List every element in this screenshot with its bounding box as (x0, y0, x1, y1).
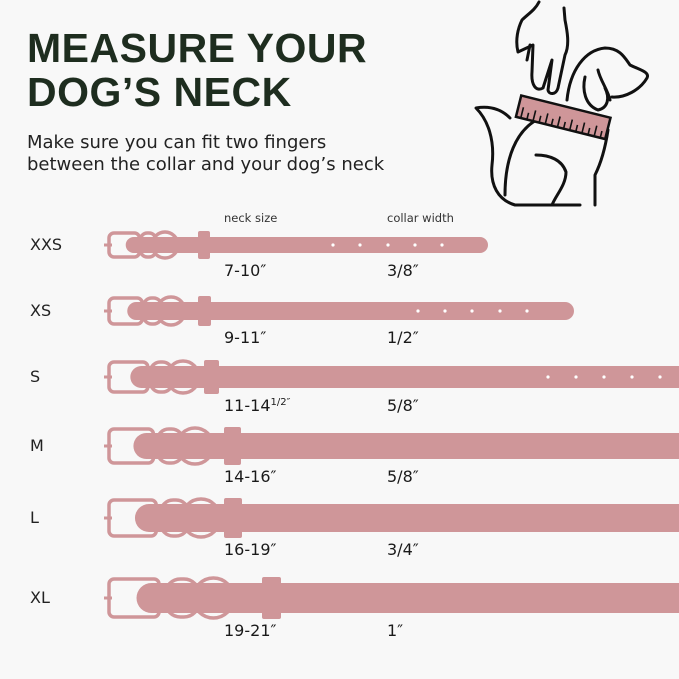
neck-size-text: 16-19″ (224, 540, 277, 559)
size-label: M (30, 436, 44, 455)
neck-size-text: 11-14 (224, 396, 271, 415)
collar-width-value: 3/8″ (387, 261, 419, 280)
ruler-tick (538, 115, 542, 123)
collar-xl (104, 576, 679, 620)
strap-hole (386, 243, 390, 247)
neck-size-text: 14-16″ (224, 467, 277, 486)
subtitle: Make sure you can fit two fingers between… (27, 132, 384, 176)
ruler-tick (526, 112, 530, 120)
keeper (224, 427, 241, 465)
size-label: S (30, 367, 41, 386)
strap-hole (440, 243, 444, 247)
ruler-tick (599, 130, 603, 139)
collar-xs (104, 295, 574, 327)
ruler-tick (550, 118, 554, 126)
strap-hole (525, 309, 529, 313)
ruler-tick (568, 119, 574, 131)
strap-hole (658, 375, 662, 379)
strap-hole (331, 243, 335, 247)
ruler-tick (593, 125, 598, 137)
collar-s (104, 359, 679, 395)
strap-hole (416, 309, 420, 313)
collar-m (104, 426, 679, 466)
neck-size-value: 9-11″ (224, 328, 266, 347)
ruler-tick (532, 110, 537, 122)
ruler-tick (519, 107, 525, 119)
collar-width-value: 1/2″ (387, 328, 419, 347)
ruler-tick (556, 116, 561, 128)
collar-width-value: 5/8″ (387, 396, 419, 415)
neck-size-value: 14-16″ (224, 467, 276, 486)
neck-size-text: 19-21″ (224, 621, 277, 640)
title-line-1: MEASURE YOUR (27, 25, 368, 71)
ruler-tick (544, 113, 549, 125)
strap-hole (498, 309, 502, 313)
collar-width-header: collar width (387, 211, 454, 225)
keeper (198, 296, 211, 326)
strap-hole (413, 243, 417, 247)
strap-hole (443, 309, 447, 313)
collar-xxs (104, 230, 488, 260)
collar-width-value: 1″ (387, 621, 404, 640)
keeper (198, 231, 210, 259)
strap-hole (602, 375, 606, 379)
strap (133, 433, 679, 459)
strap-hole (574, 375, 578, 379)
strap (136, 583, 679, 613)
subtitle-line-2: between the collar and your dog’s neck (27, 154, 385, 175)
strap (134, 504, 679, 532)
strap-hole (358, 243, 362, 247)
neck-size-text: 9-11″ (224, 328, 267, 347)
strap (125, 237, 488, 253)
neck-size-value: 7-10″ (224, 261, 266, 280)
keeper (262, 577, 281, 619)
neck-size-value: 19-21″ (224, 621, 276, 640)
strap-hole (546, 375, 550, 379)
title-line-2: DOG’S NECK (27, 69, 292, 115)
neck-size-text: 7-10″ (224, 261, 267, 280)
ruler-tick (575, 124, 579, 132)
size-label: XS (30, 301, 52, 320)
size-label: L (30, 508, 39, 527)
collar-width-value: 5/8″ (387, 467, 419, 486)
collar-l (104, 497, 679, 539)
strap (127, 302, 574, 320)
ruler-tick (587, 127, 591, 135)
neck-size-value: 16-19″ (224, 540, 276, 559)
keeper (204, 360, 219, 394)
keeper (224, 498, 242, 538)
collar-width-value: 3/4″ (387, 540, 419, 559)
strap-hole (630, 375, 634, 379)
ruler-tick (562, 121, 567, 129)
neck-size-fraction: 1/2″ (270, 397, 291, 408)
subtitle-line-1: Make sure you can fit two fingers (27, 132, 327, 153)
size-label: XL (30, 588, 50, 607)
strap-hole (470, 309, 474, 313)
neck-size-value: 11-141/2″ (224, 396, 290, 415)
size-label: XXS (30, 235, 63, 254)
ruler-tick (581, 122, 586, 134)
strap (130, 366, 679, 388)
page-title: MEASURE YOUR DOG’S NECK (27, 26, 367, 114)
neck-size-header: neck size (224, 211, 278, 225)
